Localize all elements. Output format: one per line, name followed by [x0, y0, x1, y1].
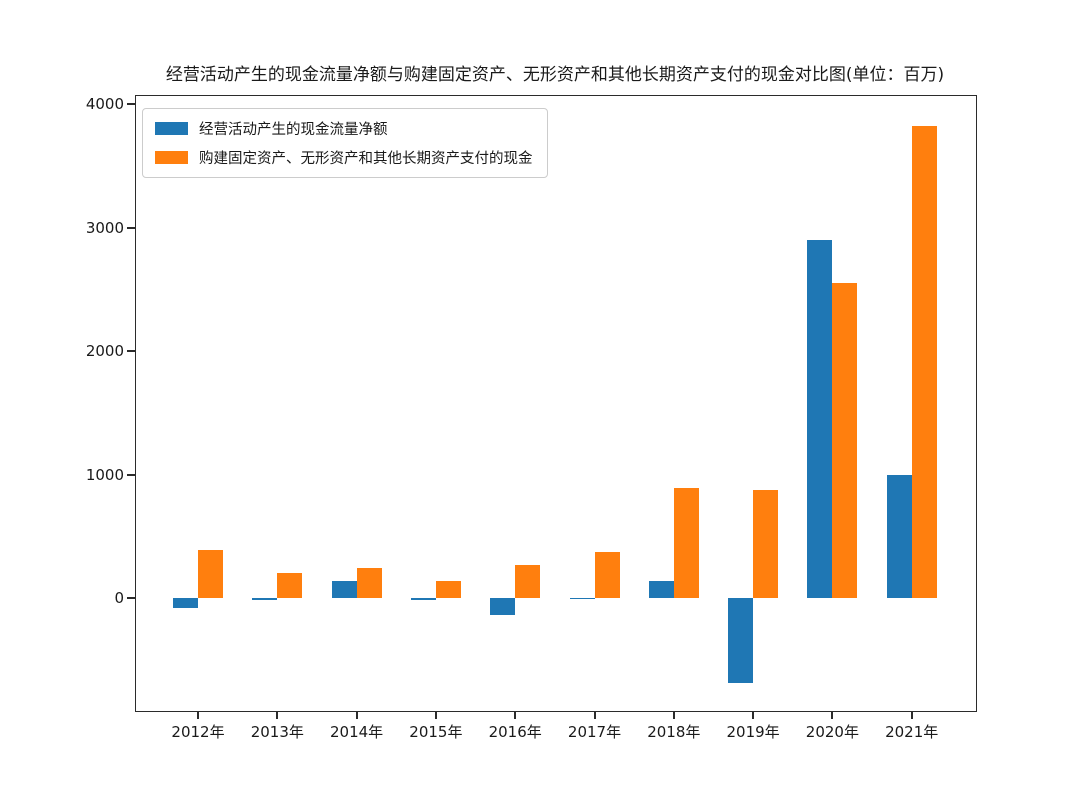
legend-label-capex-cash: 购建固定资产、无形资产和其他长期资产支付的现金 [199, 151, 533, 167]
bar-s1-2015年 [410, 598, 436, 601]
bar-s2-2014年 [356, 567, 382, 598]
legend-item-capex-cash: 购建固定资产、无形资产和其他长期资产支付的现金 [155, 147, 533, 168]
x-tick-label: 2021年 [885, 723, 939, 741]
legend: 经营活动产生的现金流量净额 购建固定资产、无形资产和其他长期资产支付的现金 [142, 108, 548, 178]
bar-s1-2014年 [331, 580, 357, 598]
bar-s2-2013年 [277, 572, 303, 598]
y-tick-mark [127, 473, 135, 476]
y-tick-mark [127, 350, 135, 352]
bar-s1-2018年 [648, 580, 674, 598]
bar-s1-2012年 [173, 598, 198, 608]
legend-label-net-cash: 经营活动产生的现金流量净额 [199, 122, 388, 138]
x-tick-mark [434, 711, 437, 719]
bar-s2-2021年 [911, 126, 937, 598]
x-tick-mark [910, 711, 913, 719]
x-tick-mark [514, 711, 517, 719]
bar-s1-2016年 [490, 598, 516, 616]
y-tick-label: 3000 [85, 218, 124, 237]
x-tick-mark [276, 711, 279, 719]
x-tick-label: 2014年 [330, 723, 384, 741]
bar-s2-2016年 [515, 564, 541, 598]
bar-s1-2020年 [807, 239, 833, 598]
x-tick-mark [593, 711, 596, 719]
x-tick-mark [197, 711, 199, 719]
x-tick-mark [672, 711, 675, 719]
x-tick-label: 2015年 [409, 723, 463, 741]
y-tick-mark [127, 597, 135, 599]
bar-s2-2018年 [673, 488, 699, 598]
y-tick-label: 4000 [85, 95, 124, 114]
bar-s2-2015年 [435, 580, 461, 598]
bar-s2-2012年 [198, 549, 223, 598]
chart-title: 经营活动产生的现金流量净额与购建固定资产、无形资产和其他长期资产支付的现金对比图… [165, 65, 945, 85]
x-tick-label: 2019年 [726, 723, 780, 741]
x-tick-label: 2020年 [805, 723, 859, 741]
x-tick-label: 2017年 [567, 723, 622, 741]
x-tick-label: 2013年 [250, 723, 304, 741]
x-tick-label: 2018年 [647, 723, 701, 741]
bar-s1-2021年 [886, 474, 912, 598]
x-tick-mark [752, 711, 755, 719]
x-tick-label: 2016年 [488, 723, 542, 741]
legend-swatch-net-cash [155, 122, 188, 135]
x-tick-mark [831, 711, 834, 719]
bar-s2-2020年 [832, 283, 858, 598]
legend-swatch-capex-cash [155, 151, 188, 164]
bar-s1-2017年 [569, 598, 595, 600]
bar-s2-2017年 [594, 552, 620, 598]
bar-s2-2019年 [753, 489, 779, 598]
y-tick-label: 1000 [85, 465, 124, 484]
y-tick-label: 2000 [85, 342, 124, 360]
y-tick-mark [127, 103, 135, 106]
y-tick-mark [127, 226, 135, 229]
x-tick-mark [355, 711, 358, 719]
legend-item-net-cash: 经营活动产生的现金流量净额 [155, 118, 533, 139]
plot-area: 经营活动产生的现金流量净额 购建固定资产、无形资产和其他长期资产支付的现金 0 1… [86, 95, 977, 741]
x-tick-label: 2012年 [171, 723, 225, 741]
bar-s1-2019年 [728, 598, 754, 684]
bar-s1-2013年 [252, 598, 278, 600]
y-tick-label: 0 [114, 589, 124, 607]
